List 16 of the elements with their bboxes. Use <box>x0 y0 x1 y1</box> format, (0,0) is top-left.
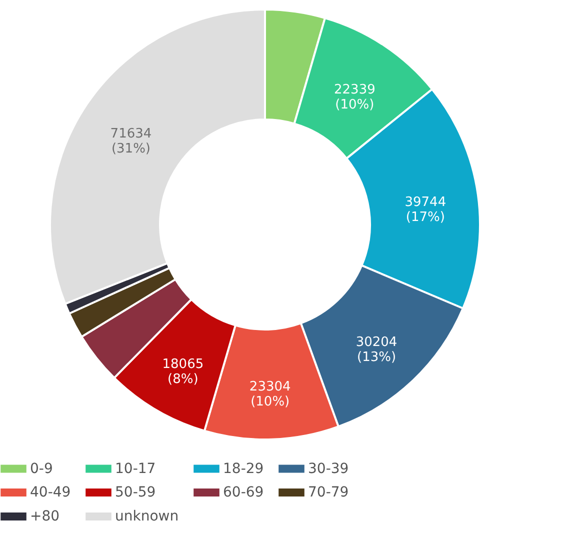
legend-label: 70-79 <box>308 484 349 500</box>
data-label: 23304 (10%) <box>249 379 291 410</box>
data-label: 30204 (13%) <box>356 335 398 366</box>
data-label: 39744 (17%) <box>404 194 446 225</box>
legend-label: +80 <box>30 508 60 524</box>
legend-label: unknown <box>115 508 179 524</box>
legend-label: 0-9 <box>30 460 53 477</box>
legend-label: 40-49 <box>30 484 71 500</box>
legend-label: 18-29 <box>223 460 264 477</box>
data-label: 22339 (10%) <box>334 82 376 113</box>
legend-label: 50-59 <box>115 484 156 500</box>
legend-label: 30-39 <box>308 460 349 477</box>
data-label: 18065 (8%) <box>162 357 204 388</box>
legend-label: 10-17 <box>115 460 156 477</box>
legend-label: 60-69 <box>223 484 264 500</box>
data-label: 71634 (31%) <box>110 126 152 156</box>
